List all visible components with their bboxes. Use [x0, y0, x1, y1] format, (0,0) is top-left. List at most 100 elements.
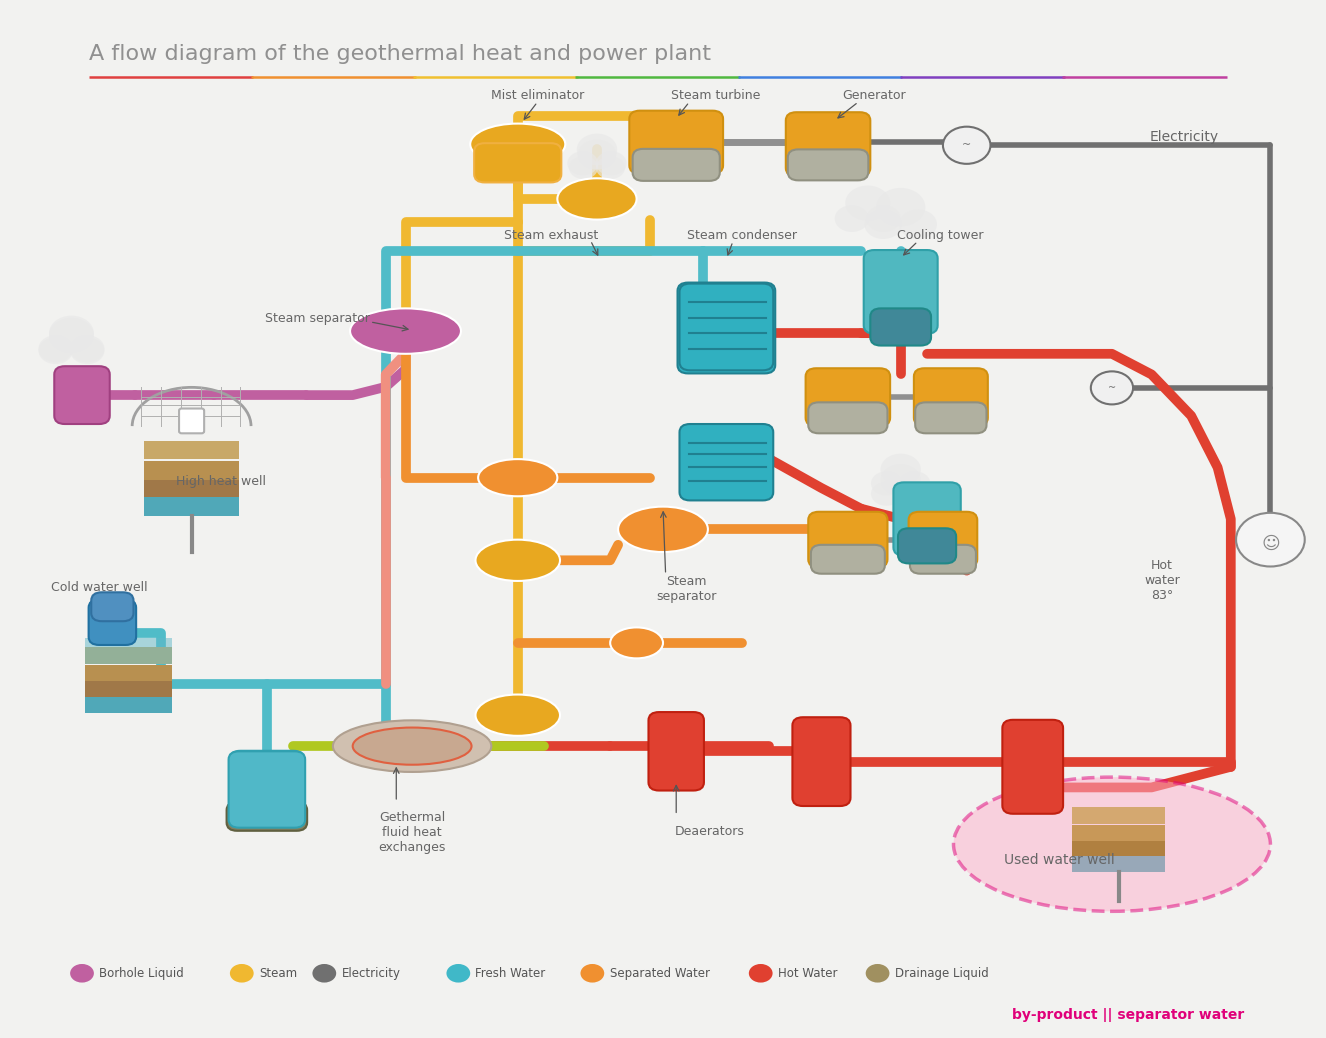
FancyBboxPatch shape [229, 750, 304, 824]
FancyBboxPatch shape [910, 545, 976, 574]
Text: Used water well: Used water well [1004, 852, 1115, 867]
Circle shape [569, 157, 598, 180]
FancyBboxPatch shape [863, 250, 937, 333]
Circle shape [834, 206, 869, 231]
Circle shape [595, 152, 627, 175]
Text: Steam: Steam [259, 966, 297, 980]
Text: ~: ~ [1109, 383, 1116, 392]
Circle shape [866, 206, 900, 231]
FancyBboxPatch shape [648, 712, 704, 791]
Ellipse shape [953, 777, 1270, 911]
FancyBboxPatch shape [915, 403, 987, 433]
Ellipse shape [618, 507, 708, 552]
FancyBboxPatch shape [145, 461, 239, 480]
FancyBboxPatch shape [1073, 824, 1164, 841]
Circle shape [595, 157, 625, 180]
FancyBboxPatch shape [898, 528, 956, 564]
Circle shape [865, 210, 902, 239]
FancyBboxPatch shape [894, 483, 961, 555]
FancyBboxPatch shape [1073, 841, 1164, 857]
Text: ~: ~ [963, 140, 972, 151]
Circle shape [577, 134, 617, 165]
Text: A flow diagram of the geothermal heat and power plant: A flow diagram of the geothermal heat an… [89, 44, 711, 64]
FancyBboxPatch shape [145, 480, 239, 498]
Ellipse shape [471, 124, 565, 165]
FancyBboxPatch shape [870, 308, 931, 346]
Text: Steam exhaust: Steam exhaust [504, 228, 598, 242]
Circle shape [871, 482, 902, 506]
Circle shape [880, 464, 920, 495]
Text: Borhole Liquid: Borhole Liquid [99, 966, 184, 980]
Circle shape [38, 335, 73, 362]
Ellipse shape [353, 728, 472, 765]
FancyBboxPatch shape [1002, 719, 1063, 814]
Circle shape [568, 152, 598, 175]
FancyBboxPatch shape [809, 403, 887, 433]
Text: Steam separator: Steam separator [265, 312, 370, 325]
Circle shape [1236, 513, 1305, 567]
FancyBboxPatch shape [145, 440, 239, 459]
FancyBboxPatch shape [227, 802, 308, 830]
Circle shape [49, 318, 94, 353]
FancyBboxPatch shape [793, 717, 850, 807]
Ellipse shape [350, 308, 461, 354]
FancyBboxPatch shape [475, 143, 561, 183]
Circle shape [899, 471, 931, 495]
Text: Drainage Liquid: Drainage Liquid [895, 966, 988, 980]
Circle shape [876, 188, 926, 226]
Circle shape [899, 482, 931, 506]
FancyBboxPatch shape [54, 366, 110, 424]
Ellipse shape [476, 540, 560, 581]
Text: Steam turbine: Steam turbine [671, 89, 761, 102]
Circle shape [49, 316, 94, 351]
Circle shape [70, 335, 105, 362]
Circle shape [749, 964, 773, 983]
FancyBboxPatch shape [812, 545, 884, 574]
Text: High heat well: High heat well [175, 475, 265, 488]
Text: Gethermal
fluid heat
exchanges: Gethermal fluid heat exchanges [378, 812, 446, 854]
FancyBboxPatch shape [809, 512, 887, 568]
Text: Fresh Water: Fresh Water [476, 966, 546, 980]
Circle shape [880, 454, 920, 485]
FancyBboxPatch shape [1073, 855, 1164, 872]
FancyBboxPatch shape [633, 148, 720, 181]
FancyBboxPatch shape [179, 409, 204, 433]
Text: Electricity: Electricity [1150, 130, 1219, 144]
Ellipse shape [610, 627, 663, 658]
Text: Deaerators: Deaerators [675, 825, 744, 839]
Circle shape [899, 210, 937, 239]
Circle shape [70, 337, 105, 364]
Ellipse shape [479, 459, 557, 496]
FancyBboxPatch shape [85, 696, 172, 713]
Circle shape [447, 964, 471, 983]
Text: by-product || separator water: by-product || separator water [1012, 1008, 1244, 1021]
Circle shape [578, 140, 617, 169]
FancyBboxPatch shape [89, 600, 137, 645]
Text: Hot
water
83°: Hot water 83° [1144, 559, 1180, 602]
FancyBboxPatch shape [679, 283, 773, 371]
Circle shape [313, 964, 337, 983]
Circle shape [1091, 372, 1134, 405]
FancyBboxPatch shape [85, 637, 172, 663]
Text: Cold water well: Cold water well [50, 580, 147, 594]
Text: Generator: Generator [842, 89, 906, 102]
FancyBboxPatch shape [85, 664, 172, 681]
Text: Hot Water: Hot Water [778, 966, 838, 980]
Circle shape [229, 964, 253, 983]
Ellipse shape [476, 694, 560, 736]
Circle shape [38, 337, 73, 364]
Ellipse shape [333, 720, 492, 772]
FancyBboxPatch shape [145, 497, 239, 516]
FancyBboxPatch shape [679, 424, 773, 500]
Circle shape [943, 127, 991, 164]
Circle shape [871, 471, 902, 495]
Text: Electricity: Electricity [342, 966, 400, 980]
FancyBboxPatch shape [228, 752, 305, 827]
FancyBboxPatch shape [788, 149, 869, 181]
Text: Steam
separator: Steam separator [656, 575, 717, 603]
FancyBboxPatch shape [85, 647, 172, 663]
FancyBboxPatch shape [914, 368, 988, 426]
FancyBboxPatch shape [630, 111, 723, 173]
Ellipse shape [557, 179, 636, 220]
Circle shape [845, 186, 890, 221]
